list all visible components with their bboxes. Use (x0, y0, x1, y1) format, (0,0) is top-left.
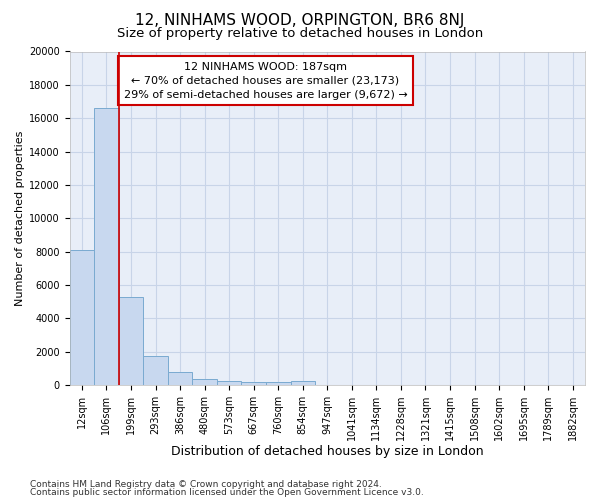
Bar (266, 382, 290, 385)
Bar (70, 250, 94, 385)
Bar (119, 296, 143, 385)
Y-axis label: Number of detached properties: Number of detached properties (15, 130, 25, 306)
Bar (290, 381, 315, 385)
Bar (143, 356, 168, 385)
Text: Contains HM Land Registry data © Crown copyright and database right 2024.: Contains HM Land Registry data © Crown c… (30, 480, 382, 489)
Text: 12, NINHAMS WOOD, ORPINGTON, BR6 8NJ: 12, NINHAMS WOOD, ORPINGTON, BR6 8NJ (136, 12, 464, 28)
Bar (94, 108, 119, 385)
Text: Size of property relative to detached houses in London: Size of property relative to detached ho… (117, 28, 483, 40)
Bar (193, 380, 217, 385)
Bar (217, 380, 241, 385)
X-axis label: Distribution of detached houses by size in London: Distribution of detached houses by size … (171, 444, 484, 458)
Bar (168, 372, 193, 385)
Text: Contains public sector information licensed under the Open Government Licence v3: Contains public sector information licen… (30, 488, 424, 497)
Bar (241, 382, 266, 385)
Text: 12 NINHAMS WOOD: 187sqm
← 70% of detached houses are smaller (23,173)
29% of sem: 12 NINHAMS WOOD: 187sqm ← 70% of detache… (124, 62, 407, 100)
